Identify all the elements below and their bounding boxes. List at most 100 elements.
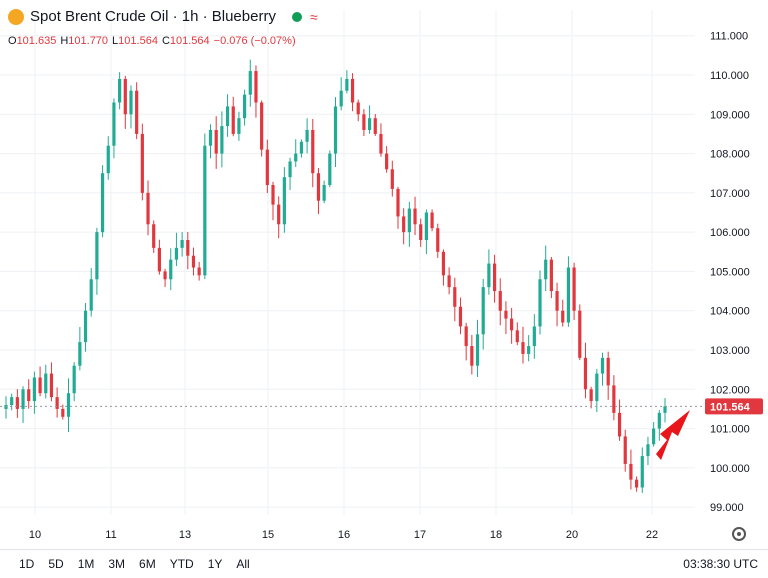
candle-body [123,78,127,115]
candle-body [407,208,411,233]
candle-body [322,185,326,201]
candle-body [379,133,383,154]
candle-body [163,271,167,280]
candle-body [271,185,275,205]
candle-body [225,106,230,127]
candle-body [89,279,93,311]
candle-body [305,130,309,142]
candle-body [470,346,474,366]
candle-body [600,357,605,374]
candle-body [146,192,150,225]
price-axis[interactable]: 99.000 100.000 101.000 102.000 103.000 104.00… [710,31,750,514]
range-1m-button[interactable]: 1M [77,557,95,571]
candle-body [555,291,559,311]
candle-body [248,71,252,95]
candle-body [129,90,133,115]
candle-body [214,130,218,154]
y-tick-label: 102.000 [710,384,750,396]
candle-body [100,173,105,233]
candle-body [538,279,542,327]
x-tick-label: 15 [262,529,274,541]
range-toolbar: 1D 5D 1M 3M 6M YTD 1Y All 03:38:30 UTC [0,549,768,578]
candle-body [436,228,440,252]
range-ytd-button[interactable]: YTD [169,557,194,571]
candle-body [4,405,8,409]
candle-body [646,444,650,457]
close-value: 101.564 [169,35,210,47]
candle-body [652,428,656,445]
candle-body [481,287,485,335]
candle-body [220,126,224,154]
candle-body [402,216,406,233]
y-tick-label: 107.000 [710,188,750,200]
red-arrow-icon [656,410,690,460]
candle-body [458,306,463,327]
candle-body [294,153,298,162]
candle-body [299,141,304,154]
candle-body [373,118,377,134]
y-tick-label: 103.000 [710,345,750,357]
candle-body [464,326,468,347]
candle-body [288,161,292,178]
range-all-button[interactable]: All [236,557,250,571]
candle-body [237,118,241,134]
x-tick-label: 20 [566,529,578,541]
candle-body [174,247,179,260]
x-tick-label: 11 [105,529,116,541]
candle-body [135,90,139,134]
range-5d-button[interactable]: 5D [48,557,64,571]
chart-header: Spot Brent Crude Oil · 1h · Blueberry ≈ [8,8,318,25]
candle-body [515,330,519,343]
utc-clock[interactable]: 03:38:30 UTC [683,557,758,571]
range-1y-button[interactable]: 1Y [207,557,223,571]
y-tick-label: 100.000 [710,463,750,475]
low-value: 101.564 [118,35,158,47]
open-value: 101.635 [16,35,57,47]
candle-body [55,397,59,409]
x-tick-label: 17 [414,529,426,541]
open-key: O [8,35,17,47]
range-1d-button[interactable]: 1D [19,557,35,571]
y-tick-label: 109.000 [710,109,750,121]
candle-body [612,385,616,413]
candle-body [260,102,264,150]
candle-body [49,373,54,398]
candle-body [112,102,116,146]
candle-body [169,259,173,280]
ohlc-readout: O101.635 H101.770 L101.564 C101.564 −0.0… [8,35,296,47]
last-price-tag: 101.564 [705,398,763,415]
close-key: C [161,35,170,47]
candle-body [663,406,667,413]
candle-body [140,133,144,193]
y-tick-label: 104.000 [710,306,750,318]
gear-icon[interactable] [732,527,746,541]
candle-body [487,263,491,288]
symbol-title[interactable]: Spot Brent Crude Oil · 1h · Blueberry [30,8,276,25]
candle-body [265,149,269,185]
y-tick-label: 99.000 [710,502,744,514]
candle-body [475,334,480,366]
candles [4,59,667,493]
x-tick-label: 13 [179,529,191,541]
candle-body [498,291,502,311]
candle-body [152,224,156,248]
candle-body [38,377,42,394]
candle-body [640,456,644,488]
candle-body [657,412,661,429]
x-tick-label: 16 [338,529,350,541]
range-3m-button[interactable]: 3M [108,557,126,571]
brent-logo-icon [8,8,24,25]
high-value: 101.770 [68,35,109,47]
candle-body [629,463,633,480]
candle-body [396,188,400,217]
candle-body [362,114,366,130]
candle-body [356,102,360,115]
candle-body [561,310,565,323]
candle-body [72,365,76,394]
range-6m-button[interactable]: 6M [139,557,156,571]
time-axis[interactable]: 10 11 13 15 16 17 18 20 22 [29,529,658,541]
y-tick-label: 101.000 [710,424,750,436]
candle-body [10,397,14,405]
candle-body [316,173,321,201]
